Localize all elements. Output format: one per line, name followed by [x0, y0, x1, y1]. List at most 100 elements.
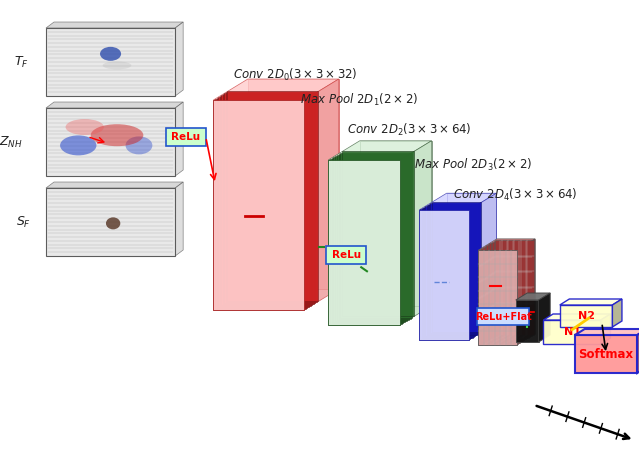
Polygon shape	[497, 239, 535, 334]
Polygon shape	[612, 299, 622, 327]
Polygon shape	[426, 206, 475, 336]
Polygon shape	[46, 102, 183, 108]
Polygon shape	[175, 182, 183, 256]
Text: Conv $2D_2(3 \times 3 \times 64)$: Conv $2D_2(3 \times 3 \times 64)$	[348, 122, 472, 138]
Polygon shape	[227, 92, 318, 301]
Polygon shape	[330, 159, 402, 324]
Polygon shape	[516, 293, 550, 300]
Polygon shape	[328, 160, 400, 325]
Polygon shape	[337, 154, 409, 320]
Polygon shape	[575, 335, 637, 373]
Text: $Z_{NH}$: $Z_{NH}$	[0, 134, 23, 150]
Polygon shape	[479, 250, 516, 345]
Polygon shape	[539, 293, 550, 342]
Polygon shape	[492, 242, 531, 337]
Text: Max Pool $2D_1(2 \times 2)$: Max Pool $2D_1(2 \times 2)$	[300, 92, 418, 108]
Polygon shape	[489, 243, 527, 339]
Polygon shape	[423, 208, 472, 338]
Text: N1: N1	[564, 327, 580, 337]
Polygon shape	[335, 156, 407, 321]
Polygon shape	[483, 247, 522, 342]
Polygon shape	[342, 151, 414, 317]
Polygon shape	[46, 28, 175, 96]
Polygon shape	[224, 93, 315, 304]
Polygon shape	[477, 308, 529, 325]
Text: Conv $2D_4(3 \times 3 \times 64)$: Conv $2D_4(3 \times 3 \times 64)$	[452, 187, 577, 203]
Polygon shape	[488, 244, 526, 339]
Polygon shape	[46, 108, 175, 176]
Polygon shape	[601, 314, 611, 344]
Polygon shape	[428, 205, 477, 335]
Polygon shape	[328, 141, 431, 160]
Text: ReLu: ReLu	[171, 132, 200, 142]
Text: Softmax: Softmax	[579, 348, 634, 361]
Polygon shape	[419, 193, 497, 210]
Polygon shape	[516, 300, 539, 342]
Polygon shape	[166, 128, 205, 146]
Text: Conv $2D_0(3 \times 3 \times 32)$: Conv $2D_0(3 \times 3 \times 32)$	[232, 67, 357, 83]
Text: $T_F$: $T_F$	[14, 54, 29, 70]
Polygon shape	[493, 241, 532, 336]
Ellipse shape	[125, 136, 152, 154]
Polygon shape	[469, 193, 497, 340]
Polygon shape	[46, 182, 183, 188]
Polygon shape	[431, 202, 481, 332]
Polygon shape	[430, 203, 480, 333]
Ellipse shape	[106, 217, 120, 229]
Ellipse shape	[100, 47, 121, 61]
Polygon shape	[213, 100, 304, 310]
Polygon shape	[484, 246, 523, 341]
Ellipse shape	[60, 136, 97, 155]
Polygon shape	[46, 188, 175, 256]
Polygon shape	[429, 204, 479, 334]
Polygon shape	[420, 209, 470, 339]
Polygon shape	[637, 329, 640, 373]
Polygon shape	[427, 206, 476, 335]
Polygon shape	[419, 210, 469, 340]
Polygon shape	[213, 100, 304, 310]
Polygon shape	[333, 157, 405, 322]
Ellipse shape	[65, 119, 104, 135]
Polygon shape	[340, 153, 412, 317]
Polygon shape	[218, 97, 309, 307]
Text: ReLu+Flat: ReLu+Flat	[475, 312, 532, 321]
Polygon shape	[543, 320, 601, 344]
Polygon shape	[223, 94, 314, 304]
Text: $S_F$: $S_F$	[15, 215, 31, 229]
Polygon shape	[447, 193, 497, 323]
Polygon shape	[543, 314, 611, 320]
Polygon shape	[46, 22, 183, 28]
Polygon shape	[226, 92, 317, 303]
Polygon shape	[175, 102, 183, 176]
Polygon shape	[491, 242, 529, 338]
Polygon shape	[424, 207, 474, 337]
Polygon shape	[419, 210, 469, 340]
Polygon shape	[215, 99, 306, 309]
Polygon shape	[479, 250, 516, 345]
Polygon shape	[360, 141, 431, 306]
Polygon shape	[216, 98, 307, 308]
Polygon shape	[480, 249, 518, 344]
Polygon shape	[248, 79, 339, 289]
Polygon shape	[422, 208, 472, 339]
Text: ReLu: ReLu	[332, 250, 361, 260]
Polygon shape	[339, 154, 410, 319]
Polygon shape	[332, 158, 403, 323]
Polygon shape	[213, 79, 339, 100]
Polygon shape	[326, 246, 367, 264]
Polygon shape	[560, 305, 612, 327]
Polygon shape	[175, 22, 183, 96]
Polygon shape	[221, 95, 312, 305]
Polygon shape	[516, 239, 535, 345]
Text: N2: N2	[577, 311, 595, 321]
Polygon shape	[495, 240, 534, 335]
Polygon shape	[560, 299, 622, 305]
Polygon shape	[481, 248, 520, 343]
Polygon shape	[400, 141, 431, 325]
Polygon shape	[304, 79, 339, 310]
Polygon shape	[220, 96, 310, 306]
Polygon shape	[479, 239, 535, 250]
Polygon shape	[328, 160, 400, 325]
Polygon shape	[575, 329, 640, 335]
Polygon shape	[486, 245, 524, 340]
